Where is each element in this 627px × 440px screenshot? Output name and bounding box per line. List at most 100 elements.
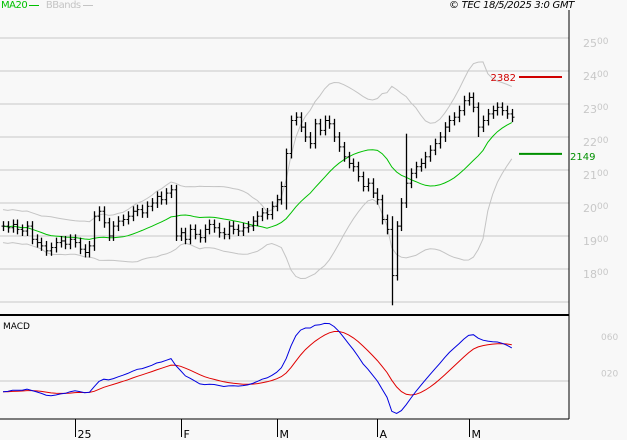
ohlc-bar bbox=[131, 206, 136, 222]
ohlc-bar bbox=[107, 217, 112, 241]
legend-bbands-swatch bbox=[82, 4, 93, 6]
ohlc-bar bbox=[361, 171, 366, 192]
ohlc-bar bbox=[227, 221, 232, 240]
ohlc-bar bbox=[299, 112, 304, 133]
ohlc-bar bbox=[63, 236, 68, 250]
ohlc-bar bbox=[486, 108, 491, 126]
legend-ma20-swatch bbox=[29, 4, 40, 6]
ohlc-bar bbox=[73, 234, 78, 248]
macd-y-tick-label: 060 bbox=[601, 333, 618, 343]
y-tick-label: 2300 bbox=[583, 103, 609, 116]
ohlc-bar bbox=[471, 92, 476, 113]
ohlc-bar bbox=[255, 211, 260, 227]
ohlc-bar bbox=[231, 221, 236, 235]
ohlc-bar bbox=[68, 234, 73, 250]
ohlc-bar bbox=[452, 112, 457, 126]
ohlc-bar bbox=[433, 138, 438, 156]
ohlc-bar bbox=[111, 221, 116, 241]
ohlc-bar bbox=[375, 188, 380, 205]
ohlc-bar bbox=[246, 221, 251, 233]
ohlc-bar bbox=[332, 118, 337, 142]
ohlc-bar bbox=[308, 132, 313, 149]
ohlc-bar bbox=[428, 145, 433, 162]
ohlc-bar bbox=[35, 234, 40, 248]
ohlc-bar bbox=[390, 216, 395, 306]
ohlc-bar bbox=[222, 227, 227, 240]
ohlc-bar bbox=[284, 148, 289, 210]
ohlc-bar bbox=[351, 158, 356, 172]
ohlc-bar bbox=[126, 211, 131, 225]
ohlc-bar bbox=[54, 237, 59, 253]
ohlc-bar bbox=[251, 216, 256, 232]
chart-legend: MA20 BBands bbox=[1, 0, 93, 11]
ohlc-bar bbox=[155, 191, 160, 208]
ohlc-bar bbox=[419, 158, 424, 172]
y-tick-label: 2200 bbox=[583, 136, 609, 149]
ohlc-bar bbox=[399, 198, 404, 232]
ohlc-bar bbox=[294, 112, 299, 126]
ohlc-bar bbox=[366, 178, 371, 192]
ohlc-bar bbox=[188, 224, 193, 245]
macd-y-tick-label: 020 bbox=[601, 370, 618, 380]
ohlc-bar bbox=[327, 115, 332, 129]
ohlc-bar bbox=[289, 115, 294, 159]
ohlc-bar bbox=[500, 102, 505, 116]
ohlc-bar bbox=[457, 105, 462, 123]
ohlc-bar bbox=[423, 151, 428, 169]
ohlc-bar bbox=[15, 219, 20, 235]
ohlc-bar bbox=[505, 105, 510, 119]
ohlc-bar bbox=[438, 132, 443, 149]
ohlc-bar bbox=[203, 224, 208, 243]
ohlc-bar bbox=[260, 207, 265, 222]
x-tick-label: A bbox=[380, 428, 388, 440]
y-tick-label: 2500 bbox=[583, 37, 609, 50]
ohlc-bar bbox=[447, 115, 452, 133]
ohlc-bar bbox=[193, 224, 198, 240]
x-tick-label: F bbox=[184, 428, 190, 440]
resistance-label: 2382 bbox=[491, 73, 516, 84]
ohlc-bar bbox=[145, 201, 150, 218]
ohlc-bar bbox=[380, 194, 385, 225]
ohlc-bar bbox=[116, 216, 121, 232]
ohlc-bar bbox=[495, 102, 500, 116]
ohlc-bar bbox=[121, 214, 126, 227]
macd-line bbox=[2, 322, 513, 414]
ohlc-bar bbox=[337, 132, 342, 152]
ohlc-bar bbox=[270, 201, 275, 220]
x-tick-label: 25 bbox=[78, 428, 92, 440]
ohlc-bar bbox=[140, 204, 145, 218]
ohlc-bar bbox=[409, 168, 414, 189]
ohlc-bar bbox=[44, 240, 49, 256]
ohlc-bar bbox=[241, 222, 246, 236]
ohlc-bar bbox=[135, 204, 140, 217]
ohlc-bar bbox=[49, 242, 54, 256]
ohlc-bar bbox=[207, 219, 212, 235]
y-tick-label: 2100 bbox=[583, 169, 609, 182]
ohlc-bar bbox=[20, 224, 25, 236]
macd-title: MACD bbox=[3, 322, 30, 332]
ohlc-bar bbox=[174, 184, 179, 241]
y-tick-label: 1800 bbox=[583, 268, 609, 281]
ohlc-bar bbox=[11, 219, 16, 233]
macd-signal-line bbox=[2, 331, 512, 396]
ohlc-bar bbox=[265, 207, 270, 220]
ohlc-bar bbox=[356, 161, 361, 182]
ohlc-bar bbox=[404, 133, 409, 208]
support-label: 2149 bbox=[570, 152, 595, 163]
ohlc-bar bbox=[198, 229, 203, 243]
ohlc-bar bbox=[414, 161, 419, 179]
bband-upper bbox=[2, 61, 513, 223]
ohlc-bar bbox=[6, 221, 11, 233]
ohlc-bar bbox=[183, 227, 188, 245]
ohlc-bar bbox=[279, 181, 284, 205]
ohlc-bar bbox=[83, 244, 88, 258]
ohlc-bar bbox=[510, 108, 515, 123]
ohlc-bar bbox=[347, 151, 352, 169]
ohlc-bar bbox=[318, 118, 323, 136]
ohlc-bar bbox=[476, 102, 481, 137]
ohlc-bar bbox=[217, 222, 222, 238]
ohlc-bar bbox=[275, 194, 280, 212]
ohlc-bar bbox=[323, 115, 328, 136]
ohlc-bar bbox=[462, 95, 467, 116]
ohlc-bar bbox=[92, 211, 97, 251]
